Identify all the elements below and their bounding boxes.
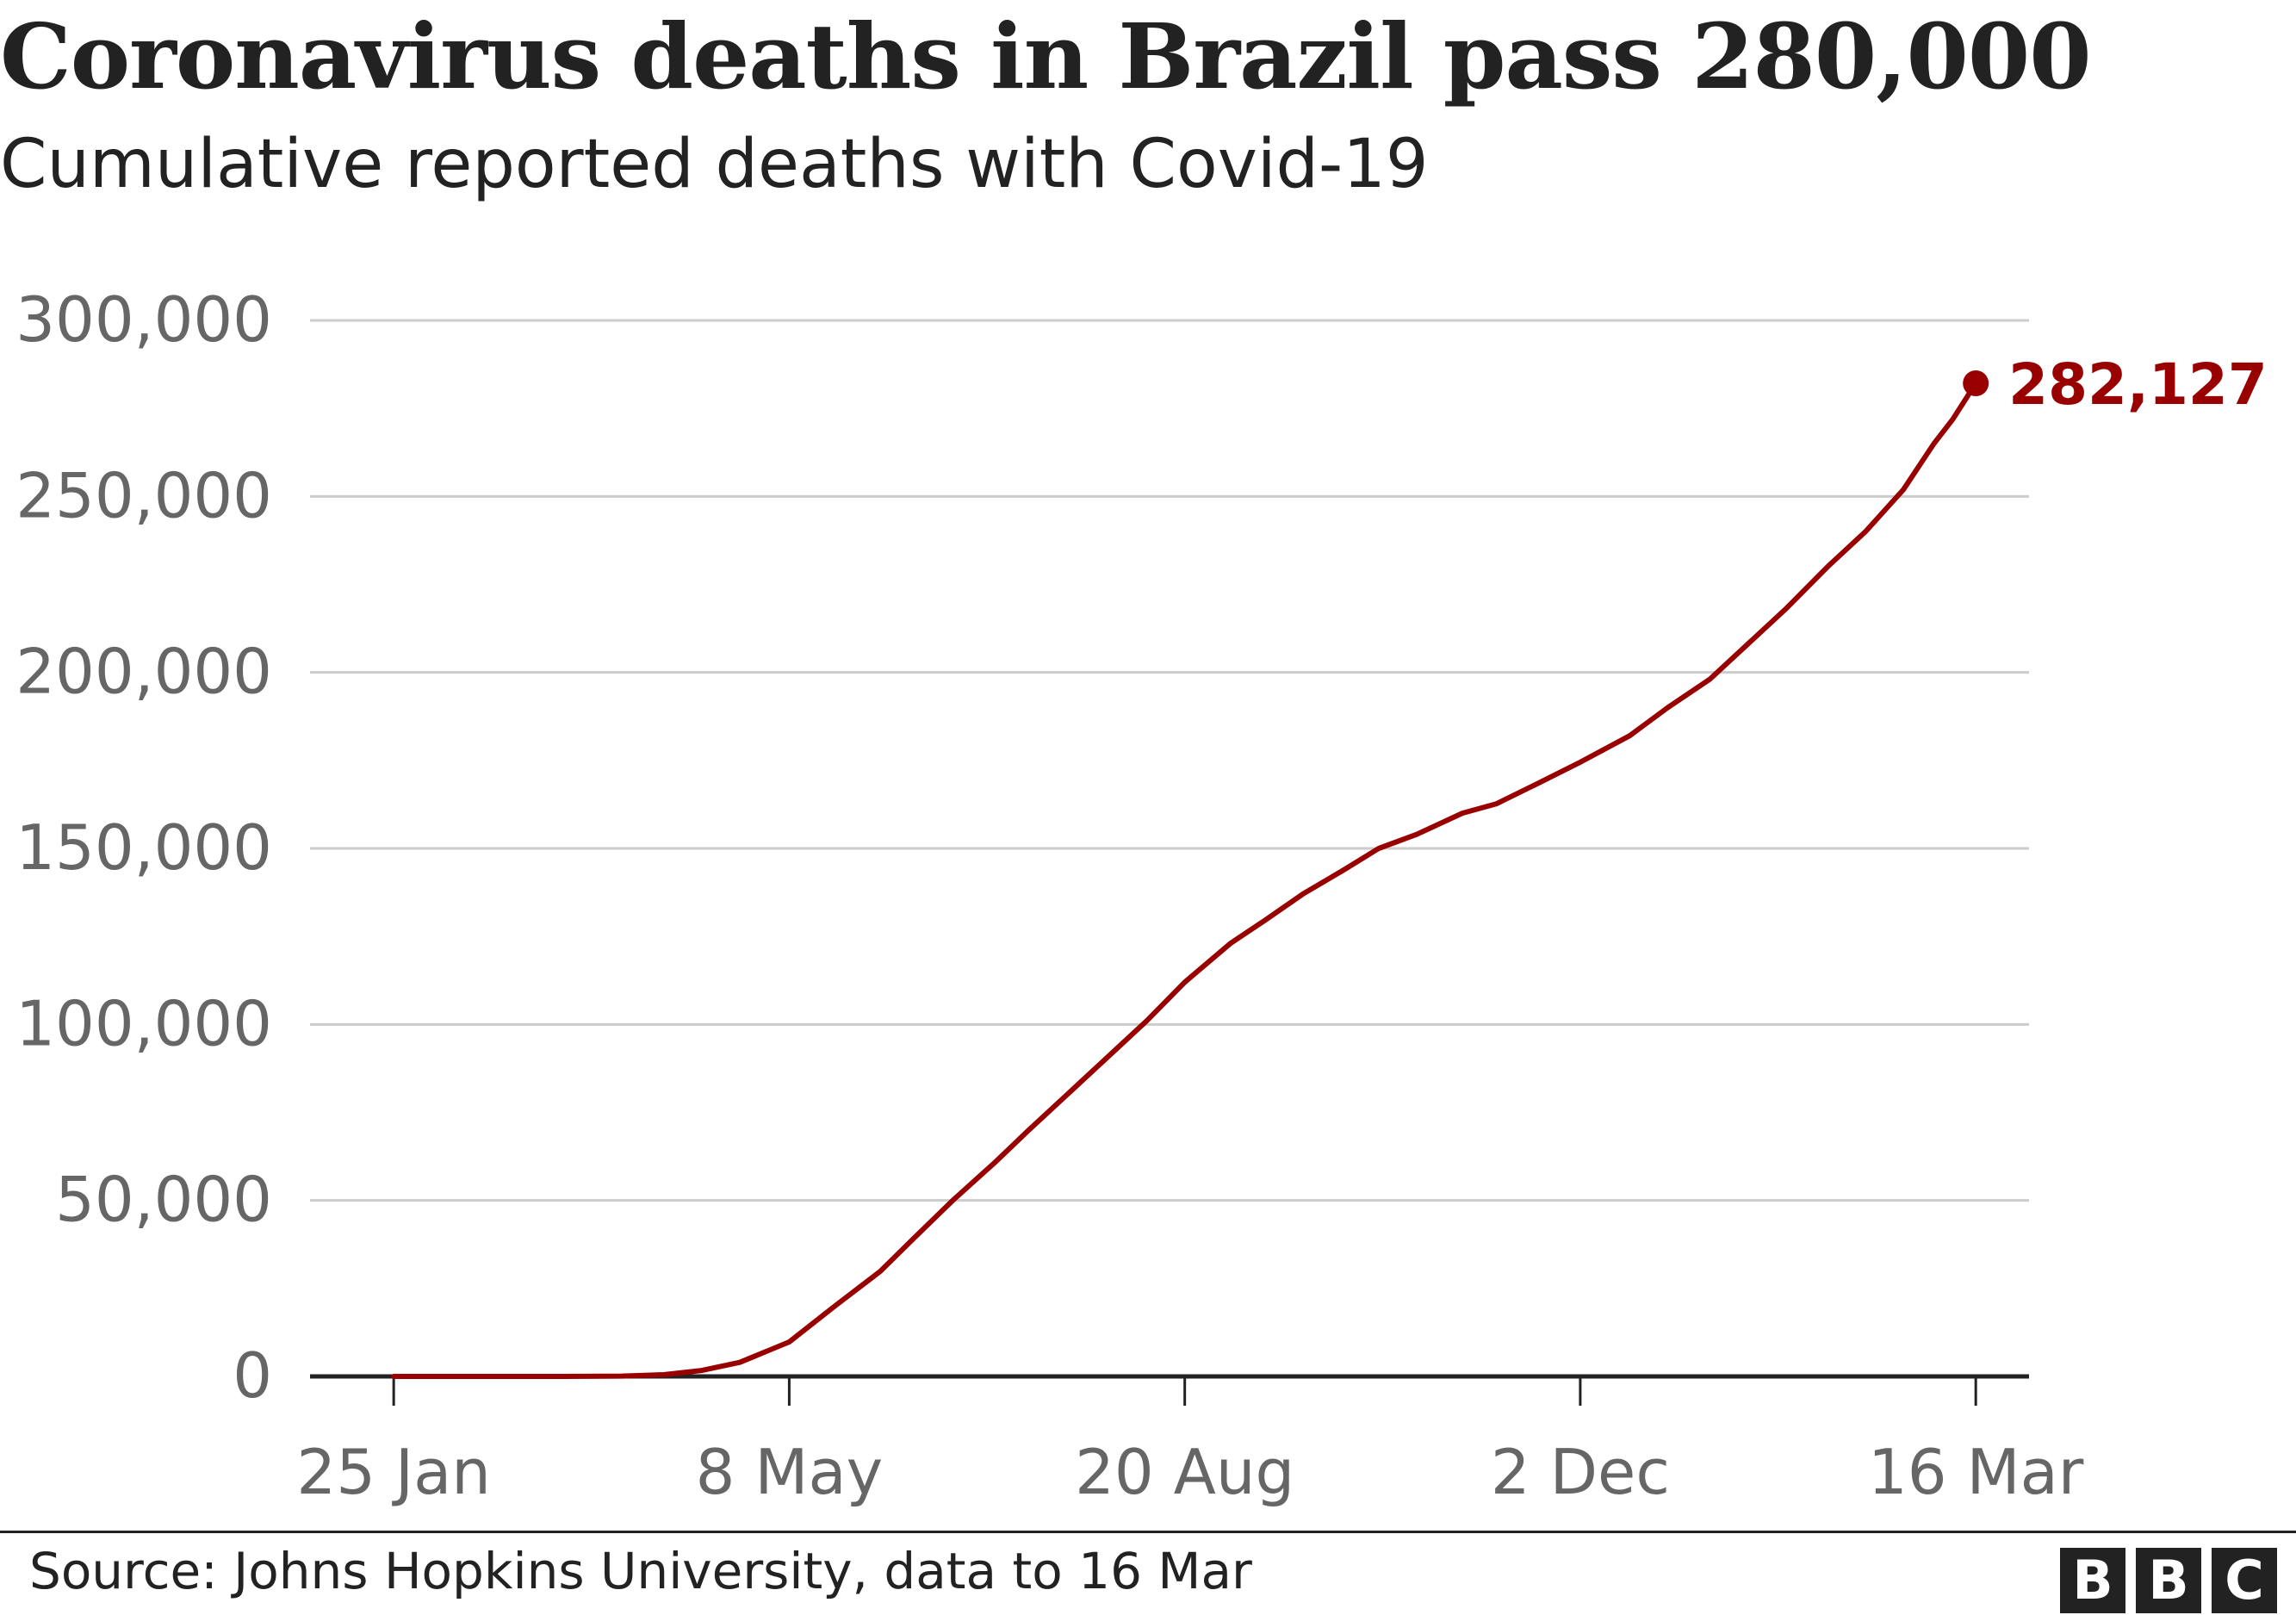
- bbc-logo-letter: C: [2212, 1548, 2277, 1613]
- y-tick-label: 0: [233, 1339, 272, 1412]
- x-axis: 25 Jan 8 May 20 Aug 2 Dec 16 Mar: [296, 1374, 2084, 1508]
- source-note: Source: Johns Hopkins University, data t…: [29, 1542, 1252, 1600]
- x-tick-label: 2 Dec: [1491, 1436, 1670, 1508]
- y-tick-label: 200,000: [16, 636, 272, 708]
- x-tick-label: 8 May: [696, 1436, 884, 1508]
- chart-subtitle: Cumulative reported deaths with Covid-19: [0, 126, 1429, 203]
- bbc-logo-letter: B: [2136, 1548, 2201, 1613]
- series-layer: [391, 381, 1979, 1379]
- y-tick-label: 100,000: [16, 987, 272, 1059]
- footer-divider: [0, 1531, 2296, 1533]
- y-tick-label: 150,000: [16, 811, 272, 884]
- endpoint-marker: [1963, 370, 1989, 397]
- bbc-logo-letter: B: [2060, 1548, 2125, 1613]
- annotations: 282,127: [1963, 351, 2268, 418]
- bbc-logo: B B C: [2060, 1548, 2277, 1613]
- gridlines: [310, 319, 2029, 1202]
- y-tick-label: 250,000: [16, 459, 272, 531]
- x-tick-label: 25 Jan: [296, 1436, 491, 1508]
- y-tick-label: 50,000: [55, 1164, 272, 1236]
- y-axis-tick-labels: 0 50,000 100,000 150,000 200,000 250,000 300,0…: [16, 283, 272, 1412]
- y-tick-label: 300,000: [16, 283, 272, 356]
- x-tick-label: 16 Mar: [1868, 1436, 2084, 1508]
- chart-title: Coronavirus deaths in Brazil pass 280,00…: [0, 3, 2092, 109]
- x-tick-label: 20 Aug: [1075, 1436, 1294, 1508]
- deaths-line: [391, 381, 1979, 1379]
- endpoint-value-label: 282,127: [2008, 351, 2268, 418]
